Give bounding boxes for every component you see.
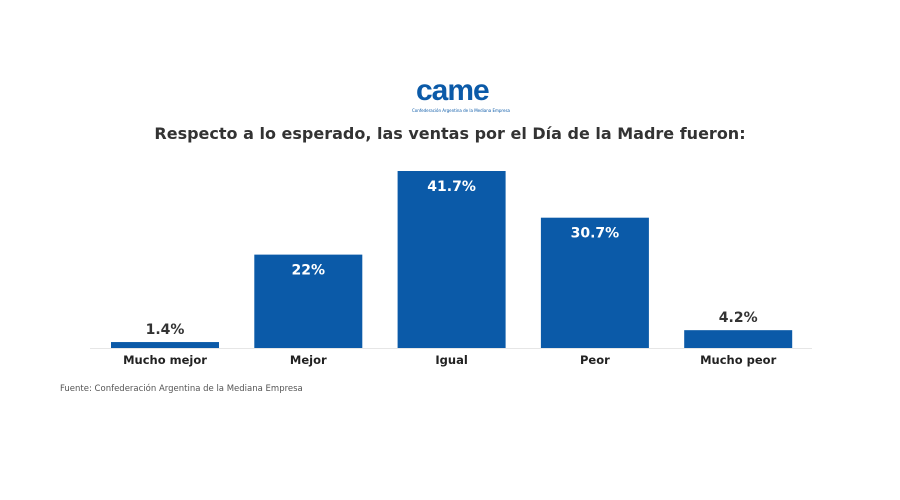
source-note: Fuente: Confederación Argentina de la Me…: [60, 384, 303, 394]
logo-wordmark: came: [416, 74, 490, 107]
category-label: Mucho mejor: [123, 353, 207, 367]
bar-0: [111, 342, 219, 348]
data-label: 41.7%: [427, 179, 476, 195]
category-label: Mejor: [290, 353, 327, 367]
came-logo: came Confederación Argentina de la Media…: [412, 74, 510, 120]
category-label: Peor: [580, 353, 610, 367]
data-label: 4.2%: [719, 310, 758, 326]
bar-2: [397, 171, 506, 348]
data-label: 22%: [292, 263, 326, 279]
category-label: Igual: [435, 353, 467, 367]
bar-chart: 1.4% Mucho mejor 22% Mejor 41.7% Igual 30.7% Pe…: [90, 171, 812, 367]
data-label: 30.7%: [571, 226, 620, 242]
chart-title: Respecto a lo esperado, las ventas por e…: [154, 124, 746, 143]
bar-3: [540, 217, 649, 348]
bar-4: [684, 330, 793, 348]
logo-subtitle: Confederación Argentina de la Mediana Em…: [412, 108, 510, 113]
bar-1: [254, 254, 363, 348]
data-label: 1.4%: [146, 322, 185, 338]
category-label: Mucho peor: [700, 353, 776, 367]
